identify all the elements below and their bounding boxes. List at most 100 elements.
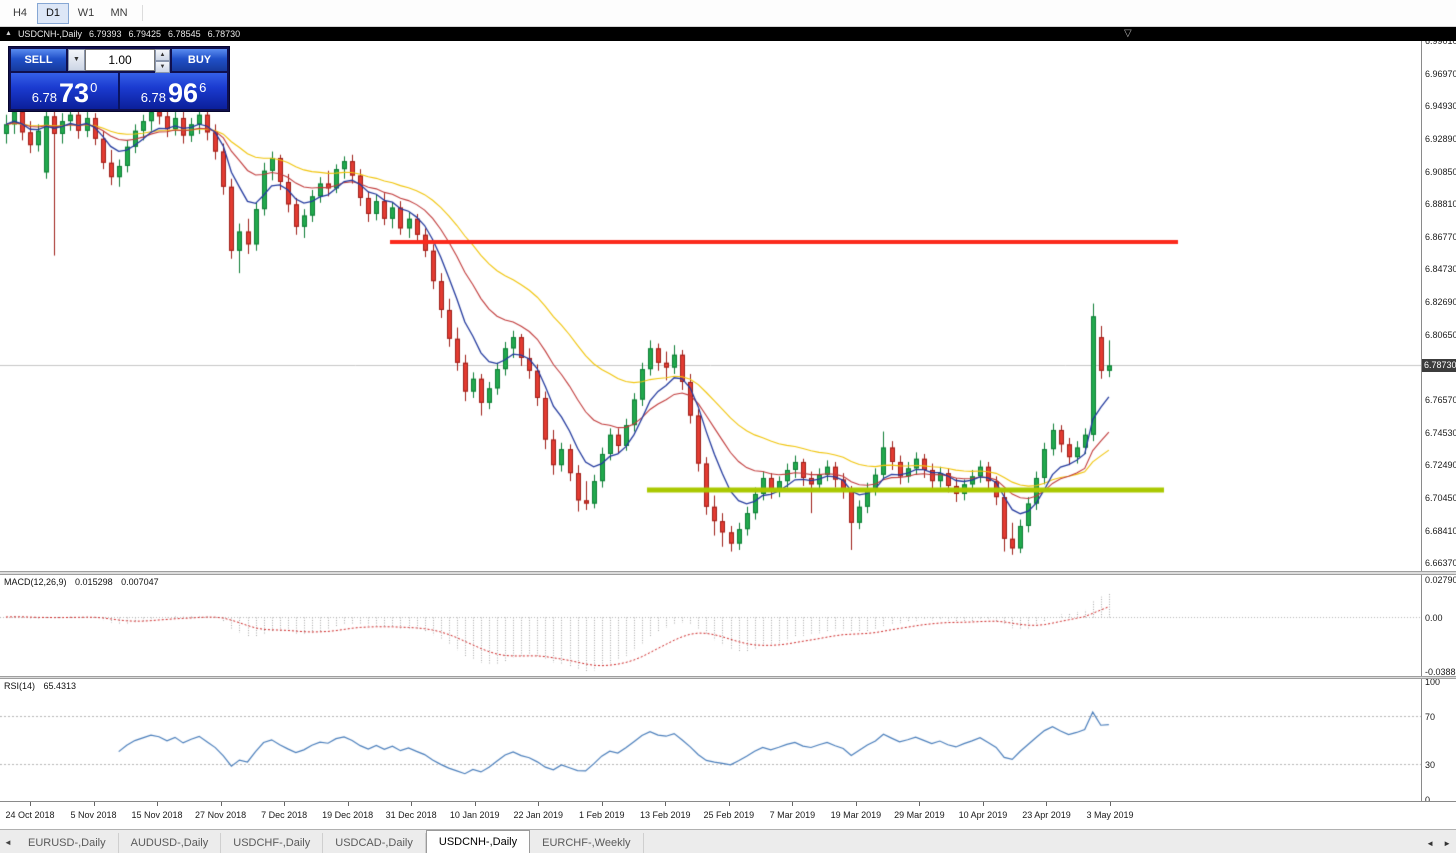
tabs-holder: EURUSD-,Daily AUDUSD-,Daily USDCHF-,Daily U… — [16, 830, 644, 853]
rsi-axis-label: 30 — [1425, 759, 1436, 770]
price-axis-label: 6.66370 — [1425, 558, 1456, 569]
volume-decrease-button[interactable]: ▼ — [155, 61, 170, 73]
price-axis[interactable]: 6.78730 6.99010 6.96970 6.94930 6.92890 6.90… — [1421, 36, 1456, 805]
rsi-label: RSI(14) 65.4313 — [4, 681, 82, 691]
time-axis-label: 1 Feb 2019 — [578, 810, 625, 820]
one-click-trading-panel: SELL ▼ 1.00 ▲ ▼ BUY 6.78 73 0 6.78 96 6 — [8, 46, 230, 112]
sell-price-display[interactable]: 6.78 73 0 — [11, 73, 120, 109]
macd-signal-value: 0.007047 — [121, 577, 159, 587]
timeframe-toolbar: H4 D1 W1 MN — [0, 0, 1456, 27]
time-axis-label: 3 May 2019 — [1086, 810, 1134, 820]
chart-tab-usdchf[interactable]: USDCHF-,Daily — [221, 833, 324, 853]
time-axis-tick — [983, 802, 984, 806]
tab-scroll-right-button[interactable]: ► — [1443, 839, 1451, 848]
main-chart-canvas[interactable] — [0, 41, 1421, 571]
time-axis-label: 15 Nov 2018 — [131, 810, 183, 820]
rsi-name: RSI(14) — [4, 681, 36, 691]
panel-resize-handle-rsi[interactable] — [0, 676, 1456, 679]
time-axis-tick — [665, 802, 666, 806]
price-axis-label: 6.94930 — [1425, 101, 1456, 112]
chart-tab-eurusd[interactable]: EURUSD-,Daily — [16, 833, 119, 853]
chart-title-strip: ▲ USDCNH-,Daily 6.79393 6.79425 6.78545 … — [0, 27, 1456, 41]
time-axis-label: 29 Mar 2019 — [894, 810, 945, 820]
price-axis-label: 6.86770 — [1425, 231, 1456, 242]
tab-scroll-left-button[interactable]: ◄ — [1426, 839, 1435, 848]
time-axis-tick — [792, 802, 793, 806]
price-axis-label: 6.84730 — [1425, 264, 1456, 275]
chart-shift-marker-icon[interactable]: ▽ — [1124, 28, 1132, 39]
time-axis-tick — [1046, 802, 1047, 806]
rsi-value: 65.4313 — [43, 681, 77, 691]
price-axis-label: 6.96970 — [1425, 68, 1456, 79]
time-axis-tick — [348, 802, 349, 806]
tabs-back-arrow-icon[interactable]: ◄ — [4, 838, 12, 847]
chart-tab-usdcnh[interactable]: USDCNH-,Daily — [425, 830, 531, 853]
time-axis-tick — [284, 802, 285, 806]
chart-tab-eurchf[interactable]: EURCHF-,Weekly — [530, 833, 644, 853]
price-axis-label: 6.80650 — [1425, 329, 1456, 340]
toolbar-separator — [142, 5, 143, 21]
time-axis-label: 27 Nov 2018 — [195, 810, 247, 820]
time-axis-label: 10 Jan 2019 — [449, 810, 500, 820]
rsi-axis-label: 100 — [1425, 677, 1441, 687]
time-axis-label: 19 Mar 2019 — [830, 810, 882, 820]
time-axis-tick — [157, 802, 158, 806]
time-axis-label: 13 Feb 2019 — [640, 810, 691, 820]
macd-label: MACD(12,26,9) 0.015298 0.007047 — [4, 577, 165, 587]
timeframe-button-h4[interactable]: H4 — [12, 6, 28, 19]
timeframe-button-mn[interactable]: MN — [110, 6, 128, 19]
price-axis-label: 6.99010 — [1425, 36, 1456, 46]
chart-tab-audusd[interactable]: AUDUSD-,Daily — [118, 833, 222, 853]
time-axis-label: 22 Jan 2019 — [513, 810, 564, 820]
collapse-icon[interactable]: ▲ — [5, 30, 12, 37]
time-axis[interactable]: 24 Oct 2018 5 Nov 2018 15 Nov 2018 27 Nov 2… — [0, 801, 1456, 829]
price-axis-label: 6.82690 — [1425, 297, 1456, 308]
time-axis-tick — [602, 802, 603, 806]
price-axis-label: 6.88810 — [1425, 199, 1456, 210]
macd-axis-label: 0.02790 — [1425, 574, 1456, 585]
timeframe-button-w1[interactable]: W1 — [77, 6, 95, 19]
ohlc-open: 6.79393 — [88, 29, 122, 39]
time-axis-tick — [94, 802, 95, 806]
chart-tab-usdcad[interactable]: USDCAD-,Daily — [323, 833, 426, 853]
tab-scrollers: ◄ ► — [1426, 839, 1451, 848]
time-axis-tick — [919, 802, 920, 806]
time-axis-tick — [729, 802, 730, 806]
ohlc-low: 6.78545 — [168, 29, 201, 39]
rsi-axis-label: 70 — [1425, 712, 1436, 723]
price-axis-label: 6.72490 — [1425, 460, 1456, 471]
macd-indicator-canvas[interactable] — [0, 575, 1421, 676]
macd-axis-label: -0.03888 — [1425, 666, 1456, 677]
volume-increase-button[interactable]: ▲ — [155, 49, 170, 61]
price-axis-label: 6.92890 — [1425, 133, 1456, 144]
buy-price-display[interactable]: 6.78 96 6 — [120, 73, 227, 109]
buy-price-point: 6 — [199, 80, 207, 95]
panel-resize-handle-macd[interactable] — [0, 571, 1456, 575]
price-axis-label: 6.90850 — [1425, 166, 1456, 177]
rsi-indicator-canvas[interactable] — [0, 679, 1421, 801]
buy-price-base: 6.78 — [140, 90, 167, 105]
time-axis-label: 24 Oct 2018 — [5, 810, 55, 820]
time-axis-tick — [411, 802, 412, 806]
volume-dropdown-button[interactable]: ▼ — [68, 49, 85, 71]
chevron-down-icon: ▼ — [73, 56, 80, 63]
time-axis-tick — [1110, 802, 1111, 806]
macd-axis-label: 0.00 — [1425, 613, 1443, 623]
sell-button[interactable]: SELL — [11, 49, 66, 71]
volume-stepper: ▲ ▼ — [155, 49, 170, 73]
time-axis-label: 7 Dec 2018 — [261, 810, 308, 820]
price-axis-label: 6.70450 — [1425, 492, 1456, 503]
current-price-box: 6.78730 — [1422, 359, 1456, 372]
price-axis-label: 6.68410 — [1425, 525, 1456, 536]
macd-name: MACD(12,26,9) — [4, 577, 67, 587]
time-axis-label: 7 Mar 2019 — [769, 810, 816, 820]
buy-price-pips: 96 — [168, 78, 199, 108]
sell-price-pips: 73 — [59, 78, 90, 108]
time-axis-tick — [538, 802, 539, 806]
time-axis-label: 25 Feb 2019 — [703, 810, 755, 820]
time-axis-label: 10 Apr 2019 — [958, 810, 1008, 820]
volume-input[interactable]: 1.00 — [85, 49, 155, 71]
buy-button[interactable]: BUY — [172, 49, 227, 71]
timeframe-button-d1[interactable]: D1 — [37, 2, 69, 24]
sell-price-base: 6.78 — [31, 90, 58, 105]
